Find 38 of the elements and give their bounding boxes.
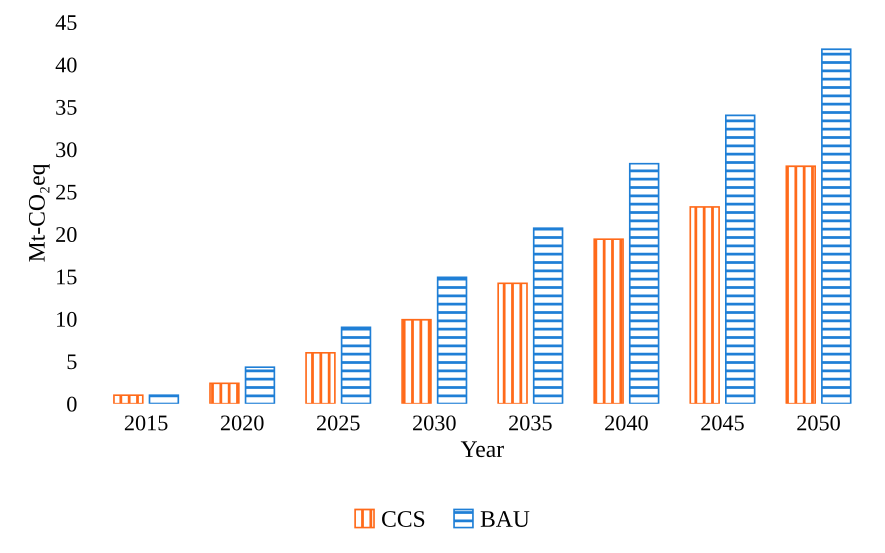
bar — [821, 48, 852, 404]
bar — [113, 394, 144, 404]
x-tick-label: 2045 — [701, 415, 744, 430]
y-tick-label: 45 — [56, 15, 77, 30]
y-tick-label: 0 — [67, 396, 77, 412]
x-tick-label: 2040 — [605, 415, 648, 430]
bar — [340, 326, 372, 404]
y-tick-label: 5 — [68, 354, 77, 370]
bar — [497, 282, 528, 404]
y-tick-label: 15 — [57, 270, 77, 284]
y-tick-label: 35 — [56, 100, 77, 115]
bar — [724, 114, 756, 404]
bar — [305, 352, 336, 404]
legend-label: CCS — [382, 511, 424, 527]
x-tick-label: 2050 — [797, 415, 840, 430]
bar — [148, 394, 180, 404]
bar — [532, 227, 564, 404]
bar — [209, 382, 240, 404]
y-tick-label: 25 — [56, 184, 77, 200]
y-tick-label: 10 — [57, 312, 77, 327]
y-tick-label: 20 — [56, 227, 77, 242]
legend-label: BAU — [480, 511, 530, 527]
x-tick-label: 2030 — [413, 415, 456, 430]
bar — [628, 162, 660, 404]
bar — [244, 366, 276, 404]
bar — [786, 165, 816, 404]
bar — [689, 206, 720, 404]
x-tick-label: 2035 — [509, 415, 552, 430]
bar — [593, 238, 624, 404]
x-tick-label: 2020 — [220, 415, 264, 430]
y-axis-title: Mt-CO₂eq — [28, 164, 50, 262]
x-tick-label: 2015 — [124, 415, 168, 430]
x-axis-title: Year — [460, 441, 504, 458]
bar — [436, 276, 468, 404]
y-tick-label: 40 — [56, 57, 77, 72]
x-tick-label: 2025 — [316, 415, 360, 430]
y-tick-label: 30 — [56, 142, 77, 158]
bar — [401, 318, 432, 404]
